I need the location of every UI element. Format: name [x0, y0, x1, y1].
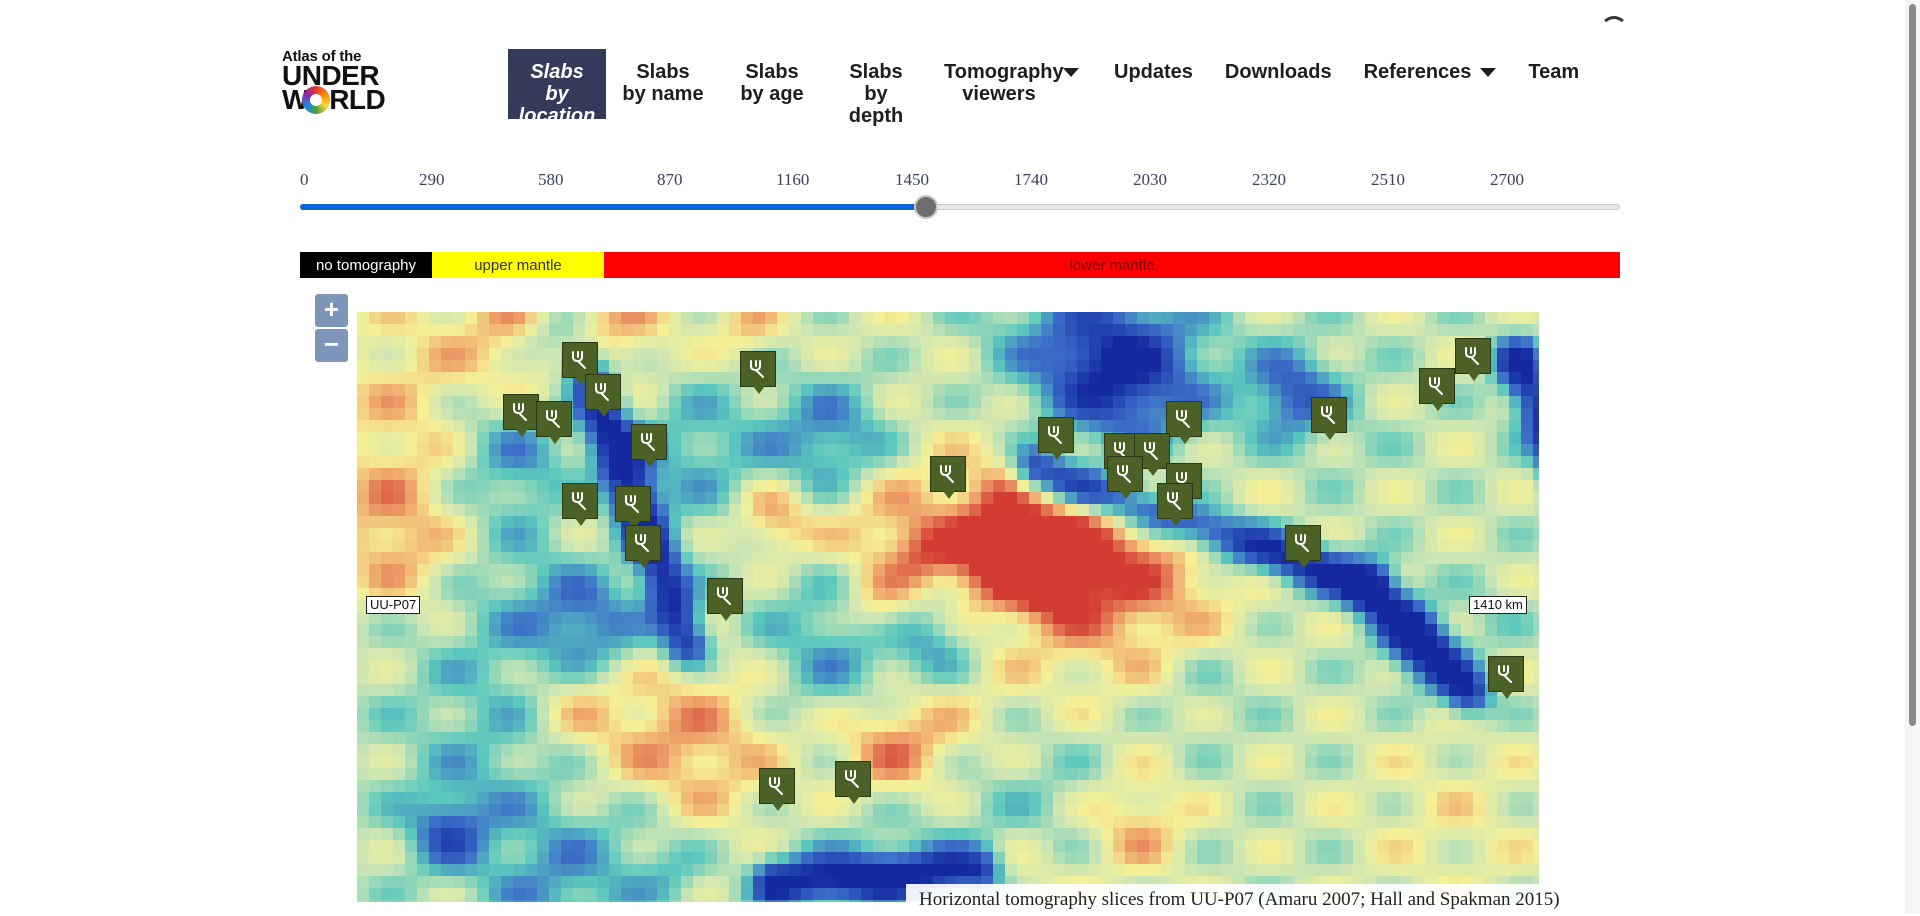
chevron-down-icon: [1480, 68, 1496, 77]
trident-icon: [632, 532, 654, 554]
slider-handle[interactable]: [914, 195, 938, 219]
slab-marker[interactable]: [1311, 397, 1347, 433]
zoom-out-button[interactable]: −: [315, 329, 348, 362]
map-caption: Horizontal tomography slices from UU-P07…: [906, 884, 1573, 913]
depth-tick-label: 1740: [1014, 170, 1048, 190]
trident-icon: [1173, 408, 1195, 430]
logo-globe-icon: [302, 86, 330, 114]
depth-tick-label: 290: [419, 170, 445, 190]
trident-icon: [1495, 663, 1517, 685]
atlas-logo[interactable]: Atlas of the UNDER WORLD: [282, 48, 394, 116]
trident-icon: [714, 585, 736, 607]
zoom-in-button[interactable]: +: [315, 294, 348, 327]
trident-icon: [543, 408, 565, 430]
slab-marker[interactable]: [536, 401, 572, 437]
trident-icon: [937, 463, 959, 485]
chevron-down-icon: [1063, 68, 1079, 77]
depth-slider[interactable]: 0 290 580 870 1160 1450 1740 2030 2320 2510 2700: [300, 166, 1620, 226]
nav-slabs-by-age[interactable]: Slabs by age: [720, 49, 824, 119]
depth-tick-label: 580: [538, 170, 564, 190]
trident-icon: [1114, 463, 1136, 485]
nav-team[interactable]: Team: [1512, 49, 1595, 119]
nav-downloads[interactable]: Downloads: [1209, 49, 1348, 119]
nav-slabs-by-name[interactable]: Slabs by name: [606, 49, 720, 119]
nav-slabs-by-depth[interactable]: Slabs by depth: [824, 49, 928, 119]
trident-icon: [1426, 375, 1448, 397]
loading-spinner: [1600, 16, 1628, 44]
slab-marker[interactable]: [631, 424, 667, 460]
slab-marker[interactable]: [503, 394, 539, 430]
trident-icon: [569, 490, 591, 512]
trident-icon: [638, 431, 660, 453]
tomography-map[interactable]: [357, 312, 1539, 902]
trident-icon: [622, 493, 644, 515]
logo-line-3: WORLD: [282, 86, 385, 114]
depth-label: 1410 km: [1469, 596, 1527, 614]
trident-icon: [510, 401, 532, 423]
slab-marker[interactable]: [562, 483, 598, 519]
slab-marker[interactable]: [1285, 525, 1321, 561]
layer-legend: no tomography upper mantle lower mantle: [300, 252, 1620, 278]
trident-icon: [1164, 490, 1186, 512]
legend-upper-mantle: upper mantle: [432, 252, 604, 278]
slab-marker[interactable]: [1157, 483, 1193, 519]
depth-tick-label: 1450: [895, 170, 929, 190]
slab-marker[interactable]: [835, 761, 871, 797]
slab-marker[interactable]: [1455, 338, 1491, 374]
nav-references[interactable]: References: [1348, 49, 1513, 119]
trident-icon: [1318, 404, 1340, 426]
depth-tick-label: 2510: [1371, 170, 1405, 190]
nav-slabs-by-location[interactable]: Slabs by location: [508, 49, 606, 119]
trident-icon: [1045, 424, 1067, 446]
depth-tick-label: 0: [300, 170, 309, 190]
trident-icon: [569, 349, 591, 371]
slab-marker[interactable]: [625, 525, 661, 561]
slab-marker[interactable]: [707, 578, 743, 614]
main-nav: Slabs by location Slabs by name Slabs by…: [508, 49, 1595, 119]
slab-marker[interactable]: [562, 342, 598, 378]
trident-icon: [1292, 532, 1314, 554]
slab-marker[interactable]: [930, 456, 966, 492]
slab-marker[interactable]: [585, 374, 621, 410]
trident-icon: [1462, 345, 1484, 367]
slab-marker[interactable]: [1419, 368, 1455, 404]
model-label: UU-P07: [366, 596, 420, 614]
nav-tomography-viewers[interactable]: Tomography viewers: [928, 49, 1098, 119]
trident-icon: [1141, 440, 1163, 462]
slab-marker[interactable]: [759, 768, 795, 804]
depth-tick-label: 2700: [1490, 170, 1524, 190]
slab-marker[interactable]: [1107, 456, 1143, 492]
trident-icon: [747, 358, 769, 380]
slab-marker[interactable]: [1166, 401, 1202, 437]
legend-no-tomography: no tomography: [300, 252, 432, 278]
depth-tick-label: 2030: [1133, 170, 1167, 190]
slab-marker[interactable]: [615, 486, 651, 522]
slab-marker[interactable]: [1038, 417, 1074, 453]
scrollbar-thumb[interactable]: [1909, 4, 1916, 726]
slab-marker[interactable]: [1488, 656, 1524, 692]
slider-fill: [300, 204, 926, 210]
legend-lower-mantle: lower mantle: [604, 252, 1620, 278]
nav-updates[interactable]: Updates: [1098, 49, 1209, 119]
trident-icon: [842, 768, 864, 790]
slab-marker[interactable]: [740, 351, 776, 387]
page-scrollbar[interactable]: [1905, 0, 1920, 913]
trident-icon: [766, 775, 788, 797]
depth-tick-label: 1160: [776, 170, 809, 190]
depth-tick-label: 870: [657, 170, 683, 190]
trident-icon: [592, 381, 614, 403]
depth-tick-label: 2320: [1252, 170, 1286, 190]
